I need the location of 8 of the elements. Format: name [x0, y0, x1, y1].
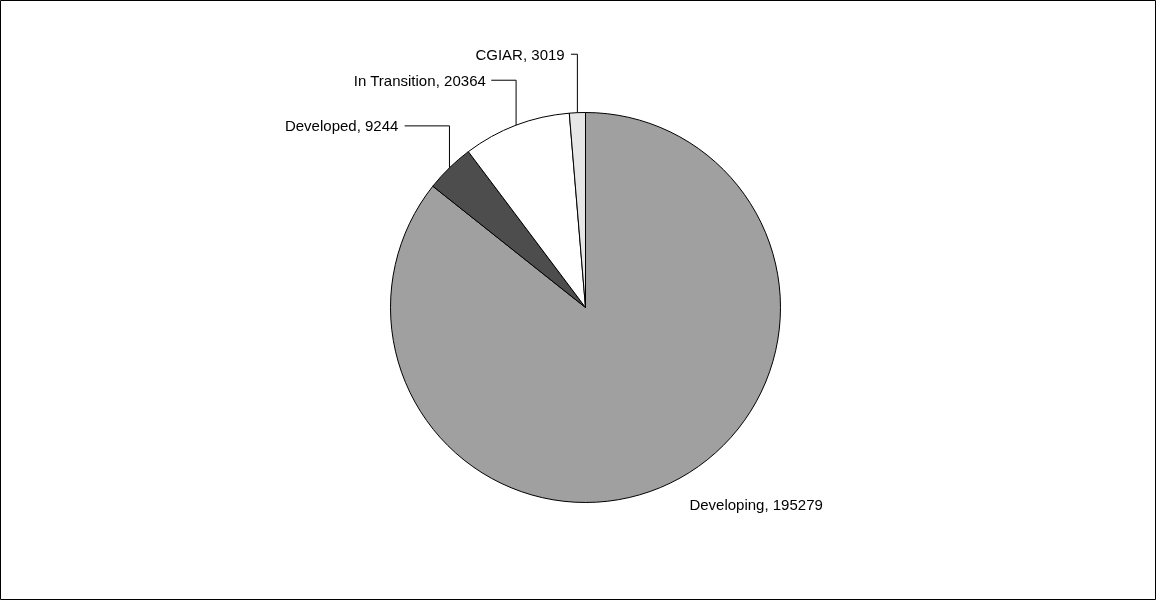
data-label: , 195279 — [764, 495, 823, 513]
data-label: , 3019 — [522, 45, 565, 63]
slice-label: CGIAR — [475, 45, 524, 63]
slice-label: Developed — [284, 117, 357, 135]
slice-label: Developing — [689, 495, 765, 513]
data-label: , 9244 — [356, 117, 399, 135]
slice-label: In Transition — [353, 71, 436, 89]
data-label: , 20364 — [435, 71, 486, 89]
